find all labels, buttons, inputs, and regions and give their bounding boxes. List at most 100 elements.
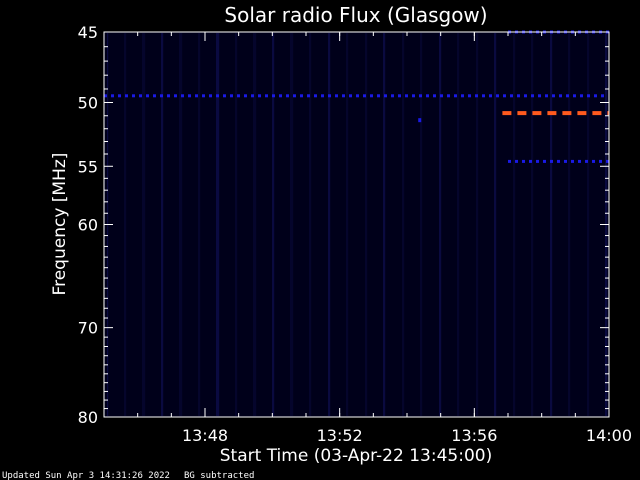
emission-feature [433, 94, 436, 98]
emission-feature [447, 94, 450, 98]
emission-feature [543, 159, 546, 163]
noise-stripe [439, 33, 441, 416]
noise-stripe [384, 33, 386, 416]
emission-feature [153, 94, 156, 98]
emission-feature [592, 111, 602, 116]
x-axis-label: Start Time (03-Apr-22 13:45:00) [220, 446, 492, 466]
emission-feature [237, 94, 240, 98]
emission-feature [321, 94, 324, 98]
emission-feature [356, 94, 359, 98]
chart-title: Solar radio Flux (Glasgow) [224, 3, 487, 27]
emission-feature [363, 94, 366, 98]
emission-feature [562, 111, 572, 116]
emission-feature [594, 94, 597, 98]
noise-stripe [162, 33, 164, 416]
emission-feature [405, 94, 408, 98]
emission-feature [258, 94, 261, 98]
noise-stripe [272, 33, 274, 416]
emission-feature [419, 94, 422, 98]
noise-stripe [365, 33, 367, 416]
emission-feature [522, 159, 525, 163]
x-tick-label: 14:00 [586, 426, 632, 445]
noise-stripe [255, 33, 257, 416]
emission-feature [342, 94, 345, 98]
emission-feature [559, 94, 562, 98]
emission-feature [335, 94, 338, 98]
emission-feature [580, 94, 583, 98]
y-tick-label: 80 [78, 408, 98, 427]
emission-feature [587, 94, 590, 98]
emission-feature [532, 111, 542, 116]
noise-stripe [290, 33, 292, 416]
emission-feature [585, 159, 588, 163]
noise-stripe [588, 33, 590, 416]
emission-feature [286, 94, 289, 98]
y-axis-label: Frequency [MHz] [50, 153, 70, 296]
emission-feature [461, 94, 464, 98]
emission-feature [314, 94, 317, 98]
plot-area [103, 30, 610, 418]
noise-stripe [513, 33, 515, 416]
noise-stripe [402, 33, 404, 416]
emission-feature [377, 94, 380, 98]
emission-feature [482, 94, 485, 98]
emission-feature [557, 159, 560, 163]
noise-stripe [551, 33, 553, 416]
emission-feature [440, 94, 443, 98]
emission-feature [181, 94, 184, 98]
noise-stripe [329, 33, 331, 416]
noise-stripe [216, 33, 218, 416]
noise-stripe [440, 33, 442, 416]
emission-feature [293, 94, 296, 98]
noise-stripe [181, 33, 183, 416]
emission-feature [578, 159, 581, 163]
emission-feature [517, 111, 527, 116]
noise-stripe [161, 33, 163, 416]
emission-feature [195, 94, 198, 98]
noise-stripe [124, 33, 126, 416]
noise-stripe [143, 33, 145, 416]
emission-feature [209, 94, 212, 98]
noise-stripe [292, 33, 294, 416]
y-tick-label: 45 [78, 23, 98, 42]
noise-stripe [532, 33, 534, 416]
emission-feature [496, 94, 499, 98]
emission-feature [412, 94, 415, 98]
noise-stripe [550, 33, 552, 416]
emission-feature [577, 111, 587, 116]
x-tick-label: 13:52 [317, 426, 363, 445]
noise-stripe [254, 33, 256, 416]
emission-feature [606, 159, 609, 163]
y-tick-label: 70 [78, 319, 98, 338]
emission-feature [188, 94, 191, 98]
emission-feature [384, 94, 387, 98]
emission-feature [502, 111, 512, 116]
noise-stripe [253, 33, 255, 416]
noise-stripe [125, 33, 127, 416]
noise-stripe [383, 33, 385, 416]
emission-feature [418, 118, 422, 123]
emission-feature [503, 94, 506, 98]
emission-feature [118, 94, 121, 98]
noise-stripe [310, 33, 312, 416]
noise-stripe [476, 33, 478, 416]
emission-feature [547, 111, 557, 116]
emission-feature [146, 94, 149, 98]
x-tick-label: 13:48 [182, 426, 228, 445]
noise-stripe [346, 33, 348, 416]
emission-feature [538, 94, 541, 98]
noise-stripe [514, 33, 516, 416]
emission-feature [174, 94, 177, 98]
emission-feature [307, 94, 310, 98]
emission-feature [426, 94, 429, 98]
emission-feature [592, 159, 595, 163]
emission-feature [454, 94, 457, 98]
noise-stripe [199, 33, 201, 416]
y-tick-label: 55 [78, 157, 98, 176]
emission-feature [545, 94, 548, 98]
noise-stripe [568, 33, 570, 416]
spectrogram-noise-stripes [107, 33, 608, 416]
noise-stripe [142, 33, 144, 416]
noise-stripe [421, 33, 423, 416]
noise-stripe [458, 33, 460, 416]
